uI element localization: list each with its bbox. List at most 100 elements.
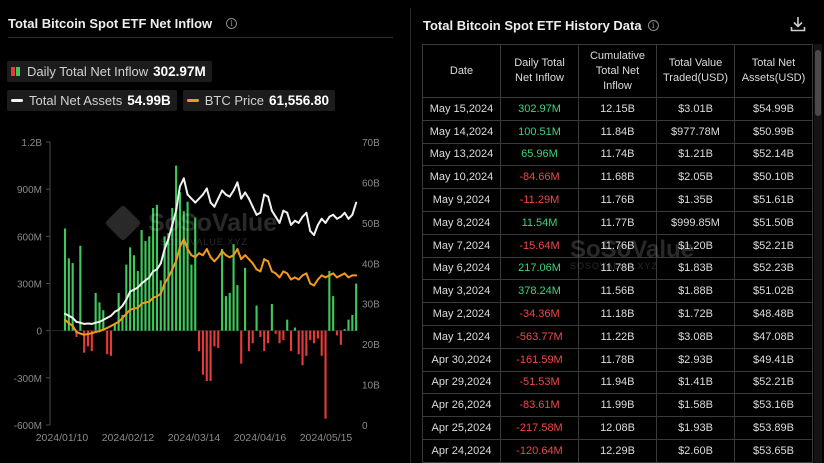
download-icon[interactable] xyxy=(790,16,806,32)
inflow-bar[interactable] xyxy=(109,330,113,356)
inflow-bar[interactable] xyxy=(347,319,350,331)
col-date[interactable]: Date xyxy=(422,44,501,98)
inflow-bar[interactable] xyxy=(213,330,216,347)
inflow-bar[interactable] xyxy=(71,263,74,331)
inflow-bar[interactable] xyxy=(259,330,262,337)
inflow-bar[interactable] xyxy=(144,241,147,331)
table-row[interactable]: May 14,2024 100.51M 11.84B $977.78M $50.99B xyxy=(422,119,813,144)
inflow-bar[interactable] xyxy=(289,330,293,352)
inflow-bar[interactable] xyxy=(63,228,67,331)
net-assets-line[interactable] xyxy=(64,177,358,325)
table-row[interactable]: May 1,2024 -563.77M 11.22B $3.08B $47.08B xyxy=(422,324,813,349)
inflow-bar[interactable] xyxy=(270,303,273,331)
inflow-bar[interactable] xyxy=(293,327,296,331)
inflow-bar[interactable] xyxy=(140,230,143,331)
table-row[interactable]: May 6,2024 217.06M 11.78B $1.83B $52.23B xyxy=(422,256,813,281)
inflow-bar[interactable] xyxy=(328,270,331,331)
col-cumulative-inflow[interactable]: Cumulative Total Net Inflow xyxy=(578,44,657,98)
inflow-bar[interactable] xyxy=(152,208,155,331)
inflow-bar[interactable] xyxy=(129,247,132,331)
inflow-bar[interactable] xyxy=(148,236,151,331)
inflow-bar[interactable] xyxy=(175,165,178,331)
inflow-bar[interactable] xyxy=(343,329,346,331)
inflow-bar[interactable] xyxy=(251,330,254,344)
table-row[interactable]: May 9,2024 -11.29M 11.76B $1.35B $51.61B xyxy=(422,188,813,212)
inflow-bar[interactable] xyxy=(309,330,312,341)
inflow-bar[interactable] xyxy=(286,319,289,331)
history-table-scroll[interactable]: Date Daily Total Net Inflow Cumulative T… xyxy=(422,44,814,463)
inflow-bar[interactable] xyxy=(217,330,220,348)
col-value-traded[interactable]: Total Value Traded(USD) xyxy=(656,44,735,98)
inflow-bar[interactable] xyxy=(355,283,358,331)
inflow-bar[interactable] xyxy=(194,217,197,331)
inflow-bar[interactable] xyxy=(106,330,109,355)
inflow-bar[interactable] xyxy=(351,314,354,331)
inflow-bar[interactable] xyxy=(83,330,86,353)
inflow-bar[interactable] xyxy=(67,258,70,331)
inflow-bar[interactable] xyxy=(205,330,208,381)
inflow-bar[interactable] xyxy=(79,245,82,331)
inflow-bar[interactable] xyxy=(167,233,170,331)
table-row[interactable]: May 15,2024 302.97M 12.15B $3.01B $54.99B xyxy=(422,97,813,121)
col-daily-inflow[interactable]: Daily Total Net Inflow xyxy=(500,44,579,98)
inflow-bar[interactable] xyxy=(98,302,101,331)
col-net-assets[interactable]: Total Net Assets(USD) xyxy=(734,44,813,98)
inflow-bar[interactable] xyxy=(186,201,189,331)
table-row[interactable]: May 2,2024 -34.36M 11.18B $1.72B $48.48B xyxy=(422,302,813,326)
inflow-bar[interactable] xyxy=(339,330,342,345)
inflow-bar[interactable] xyxy=(182,211,185,331)
info-icon[interactable]: i xyxy=(226,18,238,29)
inflow-bar[interactable] xyxy=(247,330,250,352)
inflow-bar[interactable] xyxy=(282,330,285,341)
info-icon[interactable]: i xyxy=(647,19,659,31)
inflow-bar[interactable] xyxy=(255,305,258,331)
inflow-bar[interactable] xyxy=(132,255,136,331)
inflow-bar[interactable] xyxy=(75,330,78,337)
legend-assets[interactable]: Total Net Assets 54.99B xyxy=(7,90,177,111)
inflow-bar[interactable] xyxy=(263,330,266,352)
inflow-bar[interactable] xyxy=(86,330,90,347)
inflow-bar[interactable] xyxy=(244,267,247,331)
inflow-bar[interactable] xyxy=(312,330,316,344)
inflow-bar[interactable] xyxy=(232,244,235,331)
inflow-bar[interactable] xyxy=(320,330,323,356)
inflow-bar[interactable] xyxy=(240,330,243,364)
inflow-bar[interactable] xyxy=(301,330,304,366)
inflow-bar[interactable] xyxy=(209,330,212,381)
table-row[interactable]: May 7,2024 -15.64M 11.76B $1.20B $52.21B xyxy=(422,233,813,258)
table-row[interactable]: Apr 25,2024 -217.58M 12.08B $1.93B $53.89B xyxy=(422,416,813,440)
inflow-bar[interactable] xyxy=(90,330,93,352)
inflow-bar[interactable] xyxy=(190,264,193,331)
legend-inflow[interactable]: Daily Total Net Inflow 302.97M xyxy=(7,61,212,82)
inflow-bar[interactable] xyxy=(224,296,227,331)
inflow-bar[interactable] xyxy=(316,330,319,339)
inflow-bar[interactable] xyxy=(221,248,224,331)
table-row[interactable]: Apr 29,2024 -51.53M 11.94B $1.41B $52.21B xyxy=(422,370,813,395)
inflow-bar[interactable] xyxy=(113,324,116,331)
inflow-bar[interactable] xyxy=(201,330,204,375)
inflow-bar[interactable] xyxy=(266,330,270,344)
btc-price-line[interactable] xyxy=(64,238,357,336)
table-row[interactable]: Apr 24,2024 -120.64M 12.29B $2.60B $53.65B xyxy=(422,438,813,463)
table-row[interactable]: Apr 30,2024 -161.59M 11.78B $2.93B $49.41B xyxy=(422,347,813,372)
inflow-bar[interactable] xyxy=(236,285,239,331)
inflow-chart[interactable]: 1.2B 900M 600M 300M 0 -300M -600M 70B 60B 50B 40B 3… xyxy=(0,128,395,463)
scrollbar-thumb[interactable] xyxy=(815,50,821,116)
inflow-bar[interactable] xyxy=(297,330,300,355)
inflow-bar[interactable] xyxy=(332,296,335,331)
inflow-bar[interactable] xyxy=(228,292,231,331)
inflow-bar[interactable] xyxy=(159,280,162,331)
inflow-bar[interactable] xyxy=(278,330,281,344)
table-scrollbar[interactable] xyxy=(814,44,822,463)
inflow-bar[interactable] xyxy=(274,330,277,334)
table-row[interactable]: Apr 26,2024 -83.61M 11.99B $1.58B $53.16B xyxy=(422,393,813,418)
table-row[interactable]: May 13,2024 65.96M 11.74B $1.21B $52.14B xyxy=(422,142,813,167)
inflow-bar[interactable] xyxy=(198,330,201,352)
table-row[interactable]: May 10,2024 -84.66M 11.68B $2.05B $50.10B xyxy=(422,165,813,190)
inflow-bar[interactable] xyxy=(305,330,308,356)
legend-btc[interactable]: BTC Price 61,556.80 xyxy=(182,90,336,111)
inflow-bar[interactable] xyxy=(178,192,181,331)
inflow-bar[interactable] xyxy=(335,330,339,336)
inflow-bar[interactable] xyxy=(324,330,327,419)
inflow-bar[interactable] xyxy=(121,314,124,331)
